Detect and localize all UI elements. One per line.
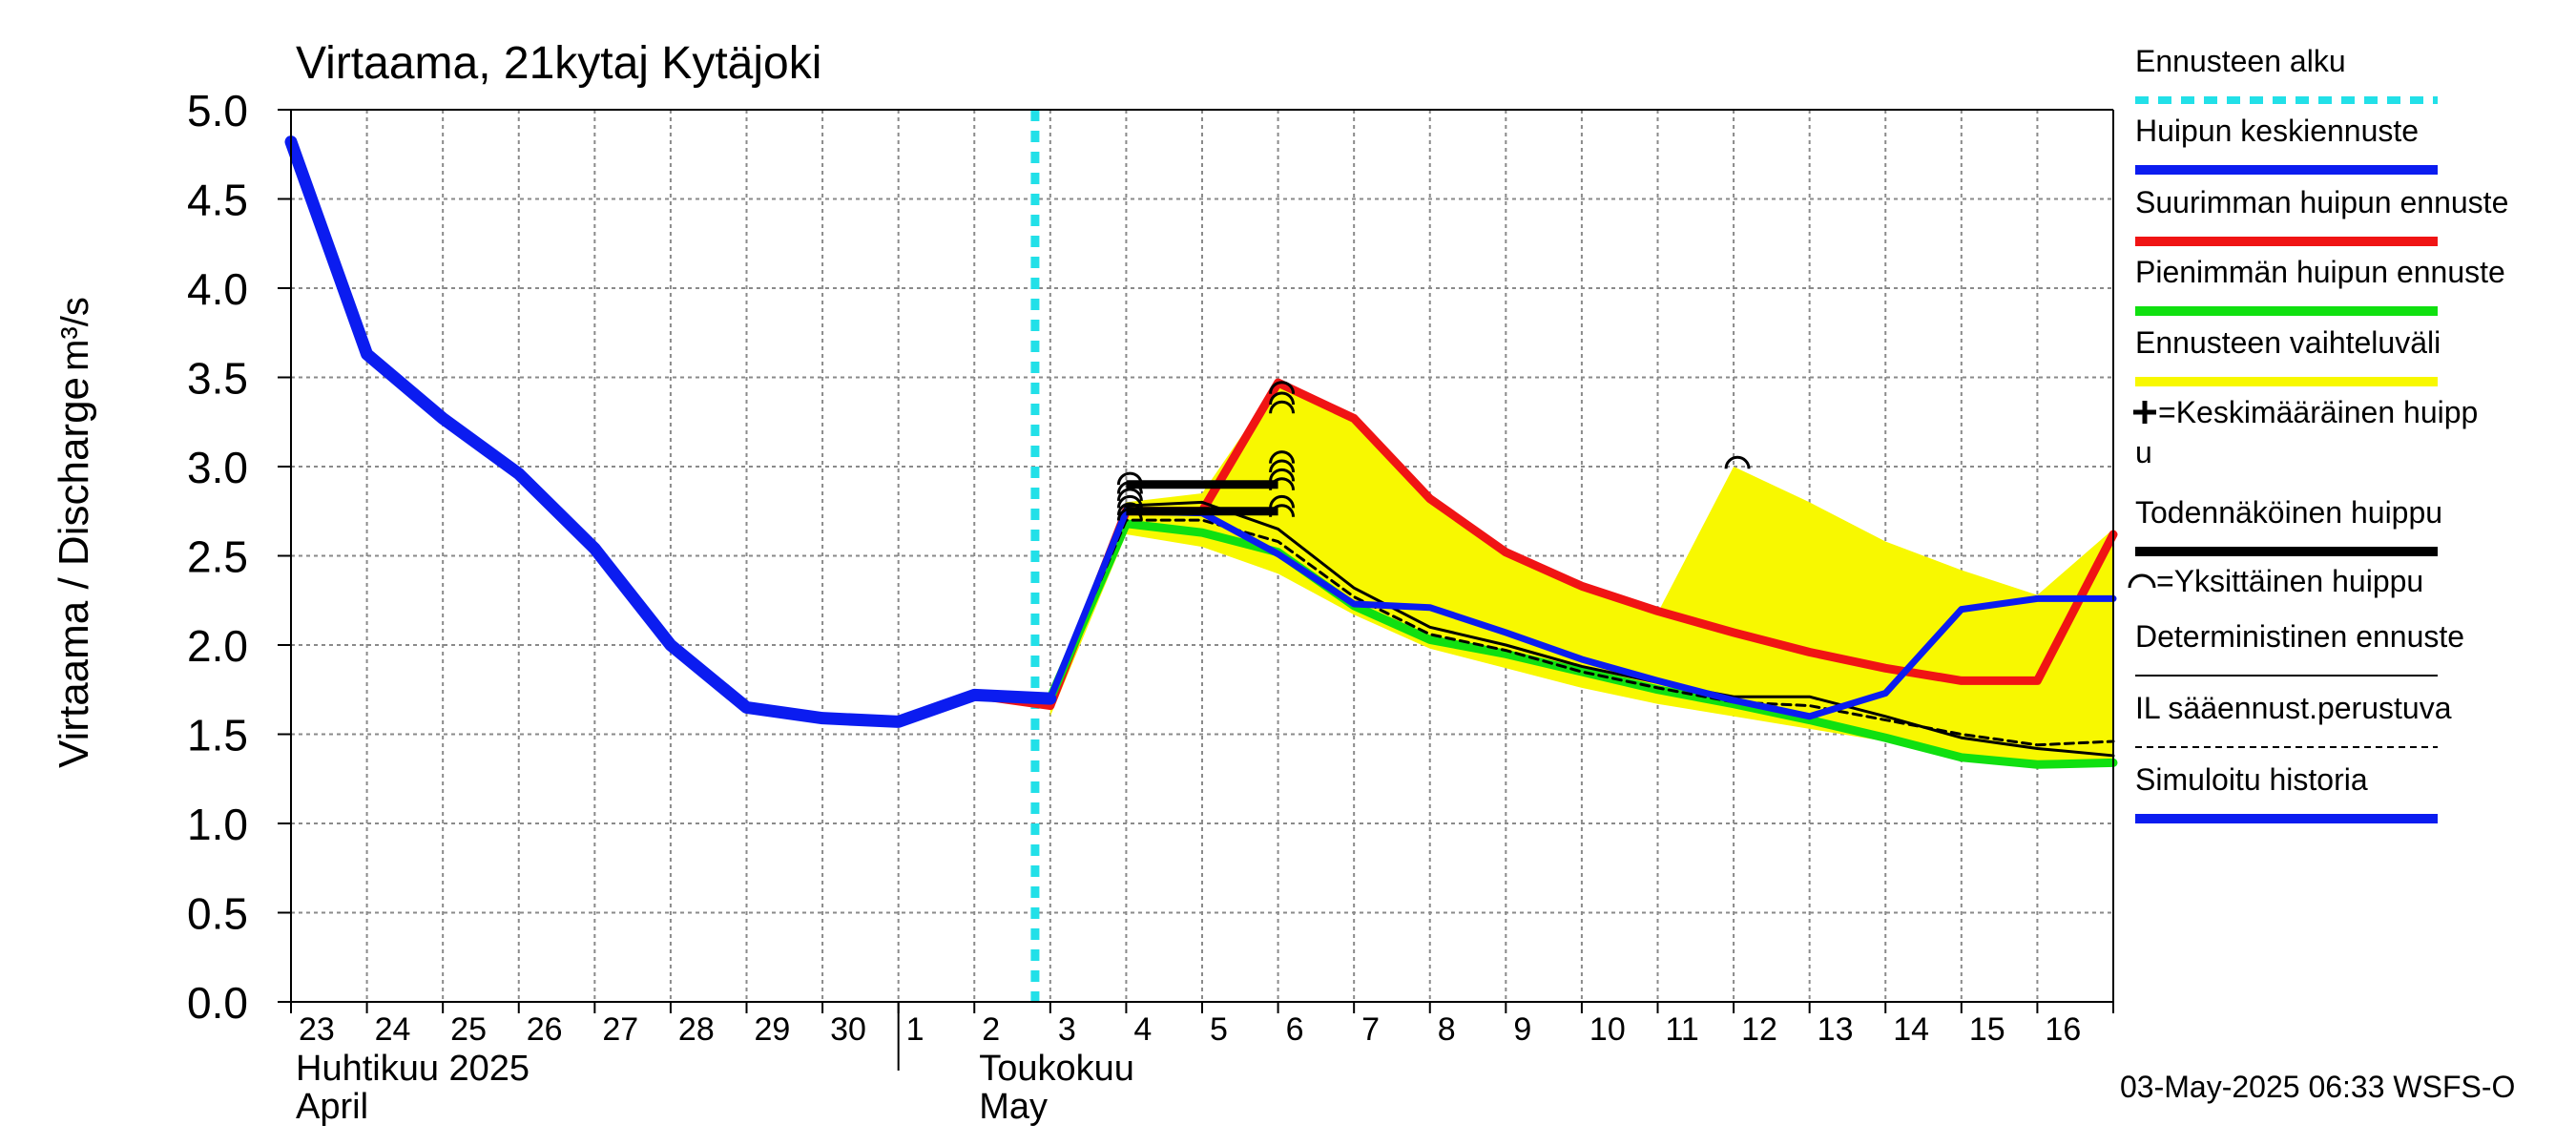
series-simulated-history	[284, 135, 1057, 728]
x-tick-label: 14	[1893, 1011, 1929, 1048]
single-peak-marker	[1269, 494, 1296, 509]
y-tick-label: 2.0	[187, 621, 248, 671]
x-tick-label: 12	[1741, 1011, 1777, 1048]
x-tick-label: 6	[1286, 1011, 1304, 1048]
legend-label: Ennusteen alku	[2135, 44, 2346, 78]
single-peak-marker	[1269, 459, 1296, 473]
month-label-fi: Huhtikuu 2025	[296, 1049, 530, 1089]
y-tick-label: 0.5	[187, 889, 248, 939]
x-tick-label: 13	[1818, 1011, 1854, 1048]
forecast-range-area	[1049, 383, 2113, 767]
x-tick-label: 5	[1210, 1011, 1228, 1048]
x-tick-label: 9	[1513, 1011, 1531, 1048]
month-label-fi: Toukokuu	[979, 1049, 1134, 1089]
series-mean-peak-forecast	[1047, 508, 2117, 720]
legend-label: u	[2135, 435, 2152, 469]
x-tick-label: 7	[1361, 1011, 1380, 1048]
x-tick-label: 8	[1438, 1011, 1456, 1048]
x-tick-label: 26	[527, 1011, 563, 1048]
x-tick-label: 23	[299, 1011, 335, 1048]
single-peak-marker	[1269, 450, 1296, 464]
x-tick-label: 16	[2045, 1011, 2081, 1048]
x-tick-label: 29	[755, 1011, 791, 1048]
legend-label: =Yksittäinen huippu	[2156, 564, 2423, 598]
y-tick-label: 3.5	[187, 354, 248, 404]
single-peak-marker	[1269, 400, 1296, 414]
x-tick-label: 1	[906, 1011, 924, 1048]
single-peak-marker	[1116, 471, 1143, 486]
legend-arc-symbol	[2128, 573, 2156, 589]
grid	[291, 109, 2113, 1002]
y-tick-label: 2.5	[187, 532, 248, 582]
y-axis-label: Virtaama / Discharge	[51, 377, 97, 768]
single-peak-marker	[1269, 381, 1296, 394]
legend-label: =Keskimääräinen huipp	[2158, 395, 2478, 429]
single-peak-marker	[1269, 391, 1296, 406]
x-tick-label: 3	[1058, 1011, 1076, 1048]
legend-label: Pienimmän huipun ennuste	[2135, 255, 2505, 289]
series-min-peak-forecast	[1046, 519, 2118, 769]
single-peak-marker	[1724, 455, 1751, 469]
x-tick-label: 24	[375, 1011, 411, 1048]
x-tick-label: 30	[830, 1011, 866, 1048]
y-tick-label: 0.0	[187, 978, 248, 1028]
y-tick-label: 5.0	[187, 86, 248, 135]
axis-labels: 0.0 0.5 1.0 1.5 2.0 2.5 3.0 3.5 4.0 4.5 5.0 Virtaam…	[51, 86, 2081, 1127]
x-tick-label: 15	[1969, 1011, 2005, 1048]
legend-label: Simuloitu historia	[2135, 762, 2368, 797]
x-tick-label: 11	[1666, 1011, 1699, 1048]
legend-label: Huipun keskiennuste	[2135, 114, 2419, 148]
month-label-en: April	[296, 1087, 368, 1127]
y-tick-label: 1.5	[187, 711, 248, 760]
legend-label: Ennusteen vaihteluväli	[2135, 325, 2441, 360]
forecast-range-band	[1049, 383, 2113, 767]
peak-markers	[1116, 381, 1751, 521]
y-tick-label: 4.0	[187, 264, 248, 314]
axes	[278, 109, 2114, 1071]
series-lines	[284, 110, 2118, 1002]
y-tick-label: 1.0	[187, 800, 248, 849]
x-tick-label: 4	[1133, 1011, 1152, 1048]
single-peak-marker	[1116, 507, 1143, 521]
y-tick-label: 4.5	[187, 176, 248, 225]
x-tick-label: 27	[602, 1011, 638, 1048]
chart-title: Virtaama, 21kytaj Kytäjoki	[296, 38, 821, 89]
legend-label: Suurimman huipun ennuste	[2135, 185, 2508, 219]
y-axis-unit: m³/s	[54, 297, 96, 371]
x-tick-label: 28	[678, 1011, 715, 1048]
x-tick-label: 2	[982, 1011, 1000, 1048]
single-peak-marker	[1116, 480, 1143, 494]
single-peak-marker	[1116, 494, 1143, 509]
legend-label: IL sääennust.perustuva	[2135, 691, 2452, 725]
single-peak-marker	[1269, 504, 1296, 517]
single-peak-marker	[1116, 488, 1143, 502]
legend-label: Deterministinen ennuste	[2135, 619, 2464, 654]
month-label-en: May	[979, 1087, 1048, 1127]
single-peak-marker	[1116, 502, 1143, 516]
x-tick-label: 25	[450, 1011, 487, 1048]
legend: Ennusteen alku Huipun keskiennuste Suurimm…	[2128, 44, 2508, 823]
single-peak-marker	[1269, 468, 1296, 482]
single-peak-marker	[1269, 477, 1296, 490]
timestamp-footer: 03-May-2025 06:33 WSFS-O	[2120, 1070, 2515, 1104]
legend-label: Todennäköinen huippu	[2135, 495, 2442, 530]
x-tick-label: 10	[1589, 1011, 1626, 1048]
y-tick-label: 3.0	[187, 443, 248, 492]
